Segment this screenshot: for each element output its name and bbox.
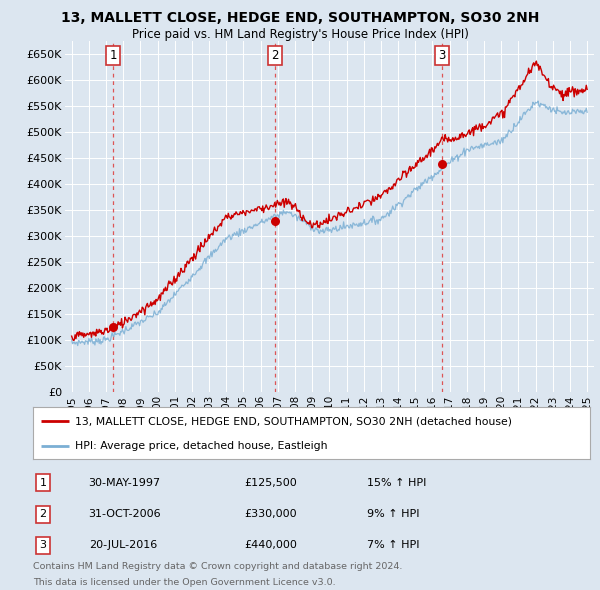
- Text: 3: 3: [438, 49, 446, 62]
- Text: 20-JUL-2016: 20-JUL-2016: [89, 540, 157, 550]
- Text: 31-OCT-2006: 31-OCT-2006: [89, 509, 161, 519]
- Text: Price paid vs. HM Land Registry's House Price Index (HPI): Price paid vs. HM Land Registry's House …: [131, 28, 469, 41]
- Text: HPI: Average price, detached house, Eastleigh: HPI: Average price, detached house, East…: [75, 441, 327, 451]
- Text: 13, MALLETT CLOSE, HEDGE END, SOUTHAMPTON, SO30 2NH (detached house): 13, MALLETT CLOSE, HEDGE END, SOUTHAMPTO…: [75, 416, 512, 426]
- Text: 13, MALLETT CLOSE, HEDGE END, SOUTHAMPTON, SO30 2NH: 13, MALLETT CLOSE, HEDGE END, SOUTHAMPTO…: [61, 11, 539, 25]
- Text: 15% ↑ HPI: 15% ↑ HPI: [367, 478, 427, 488]
- Text: 7% ↑ HPI: 7% ↑ HPI: [367, 540, 419, 550]
- Text: £440,000: £440,000: [245, 540, 298, 550]
- Text: Contains HM Land Registry data © Crown copyright and database right 2024.: Contains HM Land Registry data © Crown c…: [33, 562, 403, 571]
- Text: 2: 2: [271, 49, 278, 62]
- Text: 1: 1: [40, 478, 47, 488]
- Text: This data is licensed under the Open Government Licence v3.0.: This data is licensed under the Open Gov…: [33, 578, 335, 587]
- Text: 2: 2: [40, 509, 47, 519]
- Text: £125,500: £125,500: [245, 478, 298, 488]
- Text: £330,000: £330,000: [245, 509, 297, 519]
- Text: 1: 1: [109, 49, 117, 62]
- Text: 30-MAY-1997: 30-MAY-1997: [89, 478, 161, 488]
- Text: 9% ↑ HPI: 9% ↑ HPI: [367, 509, 419, 519]
- Text: 3: 3: [40, 540, 47, 550]
